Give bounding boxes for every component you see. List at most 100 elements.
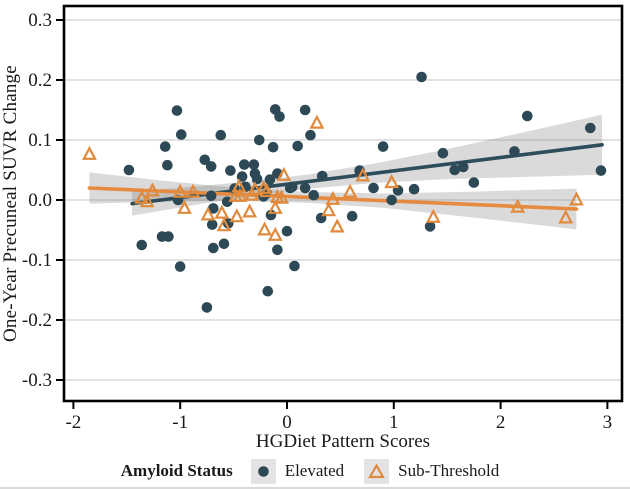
y-tick-label: -0.3 — [22, 370, 52, 391]
y-tick-label: 0.2 — [28, 70, 52, 91]
legend: Amyloid Status Elevated Sub-Threshold — [0, 456, 630, 486]
data-point-subthreshold — [242, 203, 258, 218]
data-point-elevated — [238, 159, 250, 170]
data-point-elevated — [215, 129, 227, 141]
data-point-elevated — [509, 146, 520, 157]
data-point-subthreshold — [510, 198, 526, 213]
y-tick-label: -0.2 — [22, 310, 52, 331]
y-tick-label: 0.3 — [28, 10, 52, 31]
data-point-elevated — [457, 161, 469, 173]
data-point-elevated — [408, 183, 420, 195]
data-point-elevated — [208, 203, 219, 214]
x-tick-label: -1 — [172, 412, 188, 433]
data-point-elevated — [346, 210, 358, 222]
data-point-subthreshold — [425, 208, 441, 223]
data-point-subthreshold — [216, 217, 232, 232]
data-point-subthreshold — [247, 181, 263, 196]
data-point-subthreshold — [325, 190, 341, 205]
data-point-elevated — [206, 219, 218, 230]
x-axis-title: HGDiet Pattern Scores — [255, 431, 431, 452]
data-point-elevated — [159, 141, 171, 152]
elevated-key-box — [250, 458, 276, 484]
data-point-subthreshold — [384, 174, 400, 189]
y-tick-label: 0.1 — [28, 130, 52, 151]
data-point-elevated — [175, 129, 187, 140]
data-point-subthreshold — [172, 183, 188, 198]
legend-item-subthreshold: Sub-Threshold — [364, 458, 500, 484]
data-point-elevated — [174, 261, 186, 272]
x-tick-label: -2 — [65, 412, 81, 433]
data-point-elevated — [354, 165, 365, 176]
data-point-subthreshold — [276, 166, 292, 181]
data-point-subthreshold — [267, 199, 283, 214]
data-point-elevated — [305, 129, 316, 141]
data-point-elevated — [274, 111, 285, 122]
subthreshold-triangle-icon — [368, 462, 386, 478]
data-point-elevated — [368, 182, 379, 194]
data-point-elevated — [236, 171, 248, 182]
data-point-subthreshold — [257, 221, 272, 236]
data-point-elevated — [522, 110, 533, 122]
legend-title: Amyloid Status — [120, 461, 233, 480]
data-point-elevated — [281, 225, 293, 237]
data-point-elevated — [205, 190, 217, 202]
data-point-elevated — [251, 173, 263, 185]
data-point-elevated — [199, 154, 211, 166]
data-point-elevated — [248, 159, 260, 170]
x-tick-label: 3 — [603, 412, 613, 433]
subthreshold-key-box — [364, 458, 390, 484]
data-point-elevated — [163, 231, 174, 242]
data-point-elevated — [123, 164, 135, 176]
data-point-elevated — [386, 194, 397, 206]
data-point-subthreshold — [309, 114, 325, 129]
data-point-elevated — [437, 147, 449, 159]
data-point-subthreshold — [200, 206, 216, 221]
plot-border — [62, 4, 624, 403]
data-point-elevated — [205, 161, 217, 172]
data-point-elevated — [225, 165, 236, 176]
data-point-subthreshold — [569, 191, 584, 206]
legend-item-label: Sub-Threshold — [398, 461, 500, 480]
data-point-subthreshold — [177, 199, 192, 214]
data-point-elevated — [287, 181, 298, 193]
plot-area: 0.3 0.2 0.1 0.0 -0.1 -0.2 -0.3 -2 -1 0 1 2 3 — [22, 4, 624, 433]
data-point-elevated — [299, 182, 311, 194]
data-point-elevated — [136, 239, 148, 251]
data-point-elevated — [162, 159, 173, 171]
data-point-subthreshold — [274, 189, 290, 204]
data-point-elevated — [264, 174, 276, 185]
data-point-elevated — [468, 177, 480, 188]
data-point-subthreshold — [145, 182, 160, 197]
data-point-subthreshold — [232, 187, 248, 202]
data-point-elevated — [377, 141, 389, 152]
data-point-subthreshold — [139, 193, 155, 208]
trend-line-subthreshold — [87, 186, 579, 211]
data-point-elevated — [595, 165, 607, 176]
data-point-elevated — [289, 260, 300, 272]
data-point-elevated — [262, 285, 274, 297]
data-point-subthreshold — [229, 208, 245, 223]
data-point-elevated — [218, 238, 230, 250]
data-point-subthreshold — [214, 204, 230, 219]
data-point-subthreshold — [259, 183, 275, 198]
x-tick-label: 2 — [496, 412, 506, 433]
data-point-subthreshold — [321, 202, 337, 217]
data-point-elevated — [316, 170, 328, 182]
data-point-subthreshold — [355, 167, 371, 182]
data-point-elevated — [208, 242, 219, 254]
data-point-elevated — [267, 141, 279, 153]
legend-item-label: Elevated — [284, 461, 345, 480]
elevated-circle-icon — [257, 465, 269, 477]
data-point-elevated — [416, 71, 427, 83]
x-tick-label: 1 — [389, 412, 399, 433]
x-tick-label: 0 — [282, 412, 292, 433]
data-point-elevated — [585, 122, 596, 134]
data-point-elevated — [299, 104, 311, 116]
data-point-subthreshold — [267, 226, 283, 241]
data-point-elevated — [171, 105, 183, 116]
data-point-elevated — [308, 189, 320, 201]
ci-band-subthreshold — [89, 172, 577, 230]
y-axis-title: One-Year Precuneal SUVR Change — [0, 65, 21, 342]
data-point-elevated — [272, 244, 283, 256]
